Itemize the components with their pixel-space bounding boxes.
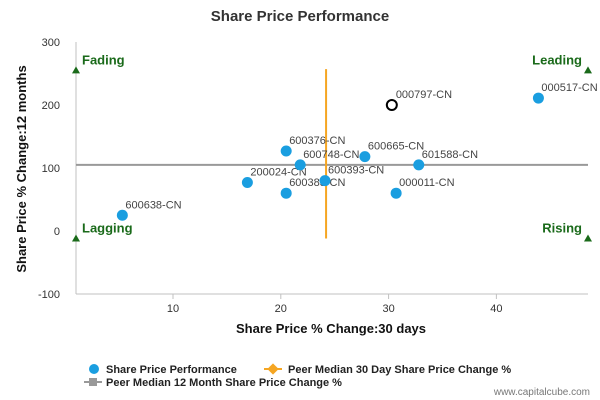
data-point[interactable] bbox=[241, 176, 253, 188]
x-tick-labels: 10 20 30 40 bbox=[167, 294, 503, 315]
y-tick-label: -100 bbox=[38, 289, 60, 301]
quadrant-label: Leading bbox=[532, 52, 582, 67]
chart-title: Share Price Performance bbox=[211, 8, 389, 25]
plot-area: 10 20 30 40 -100 0 100 200 300 600638-CN 200024-… bbox=[38, 37, 598, 315]
data-point-label: 600748-CN bbox=[303, 149, 359, 161]
legend-item-peer-median-30-day[interactable]: Peer Median 30 Day Share Price Change % bbox=[264, 363, 511, 376]
quadrant-label: Fading bbox=[82, 52, 125, 67]
legend-item-peer-median-12-month[interactable]: Peer Median 12 Month Share Price Change … bbox=[84, 377, 342, 389]
data-point[interactable] bbox=[359, 151, 371, 163]
legend-item-share-price-performance[interactable]: Share Price Performance bbox=[89, 364, 237, 376]
legend-marker-diamond bbox=[267, 363, 279, 375]
data-point-label: 601588-CN bbox=[422, 149, 478, 161]
data-point-label: 000517-CN bbox=[541, 82, 597, 94]
x-axis-title: Share Price % Change:30 days bbox=[236, 321, 426, 336]
quadrant-marker-triangle bbox=[584, 66, 592, 74]
highlighted-company-label: 000797-CN bbox=[396, 89, 452, 101]
x-tick-label: 40 bbox=[490, 303, 502, 315]
y-axis-title: Share Price % Change:12 months bbox=[14, 65, 29, 272]
data-point-label: 600383-CN bbox=[289, 177, 345, 189]
legend-label: Peer Median 30 Day Share Price Change % bbox=[288, 364, 511, 376]
legend-label: Share Price Performance bbox=[106, 364, 237, 376]
y-tick-labels: -100 0 100 200 300 bbox=[38, 37, 60, 301]
y-tick-label: 100 bbox=[42, 163, 60, 175]
data-point[interactable] bbox=[413, 159, 425, 171]
credit-text: www.capitalcube.com bbox=[493, 387, 590, 398]
quadrant-marker-triangle bbox=[72, 66, 80, 74]
highlighted-company-point[interactable] bbox=[385, 99, 398, 111]
data-point-label: 000011-CN bbox=[399, 177, 454, 189]
quadrant-labels: Fading Leading Lagging Rising bbox=[72, 52, 592, 242]
legend-marker-circle bbox=[89, 364, 99, 374]
data-point-label: 600638-CN bbox=[125, 199, 181, 211]
data-points: 600638-CN 200024-CN 600376-CN 600383-CN 6007… bbox=[116, 82, 598, 221]
x-tick-label: 10 bbox=[167, 303, 179, 315]
quadrant-marker-triangle bbox=[72, 234, 80, 242]
data-point-label: 600665-CN bbox=[368, 141, 424, 153]
data-point[interactable] bbox=[532, 92, 544, 104]
quadrant-marker-triangle bbox=[584, 234, 592, 242]
y-tick-label: 300 bbox=[42, 37, 60, 49]
data-point-label: 600393-CN bbox=[328, 165, 384, 177]
data-point[interactable] bbox=[319, 175, 331, 187]
y-tick-label: 0 bbox=[54, 226, 60, 238]
data-point[interactable] bbox=[116, 209, 128, 221]
data-point-label: 200024-CN bbox=[250, 166, 306, 178]
quadrant-label: Rising bbox=[542, 221, 582, 236]
data-point[interactable] bbox=[280, 187, 292, 199]
data-point[interactable] bbox=[390, 187, 402, 199]
data-point[interactable] bbox=[294, 159, 306, 171]
data-point-label: 600376-CN bbox=[289, 135, 345, 147]
x-tick-label: 20 bbox=[275, 303, 287, 315]
y-tick-label: 200 bbox=[42, 100, 60, 112]
data-point[interactable] bbox=[280, 145, 292, 157]
quadrant-label: Lagging bbox=[82, 221, 133, 236]
legend: Share Price Performance Peer Median 30 D… bbox=[84, 363, 511, 389]
legend-marker-square bbox=[89, 378, 97, 386]
x-tick-label: 30 bbox=[382, 303, 394, 315]
legend-label: Peer Median 12 Month Share Price Change … bbox=[106, 377, 342, 389]
